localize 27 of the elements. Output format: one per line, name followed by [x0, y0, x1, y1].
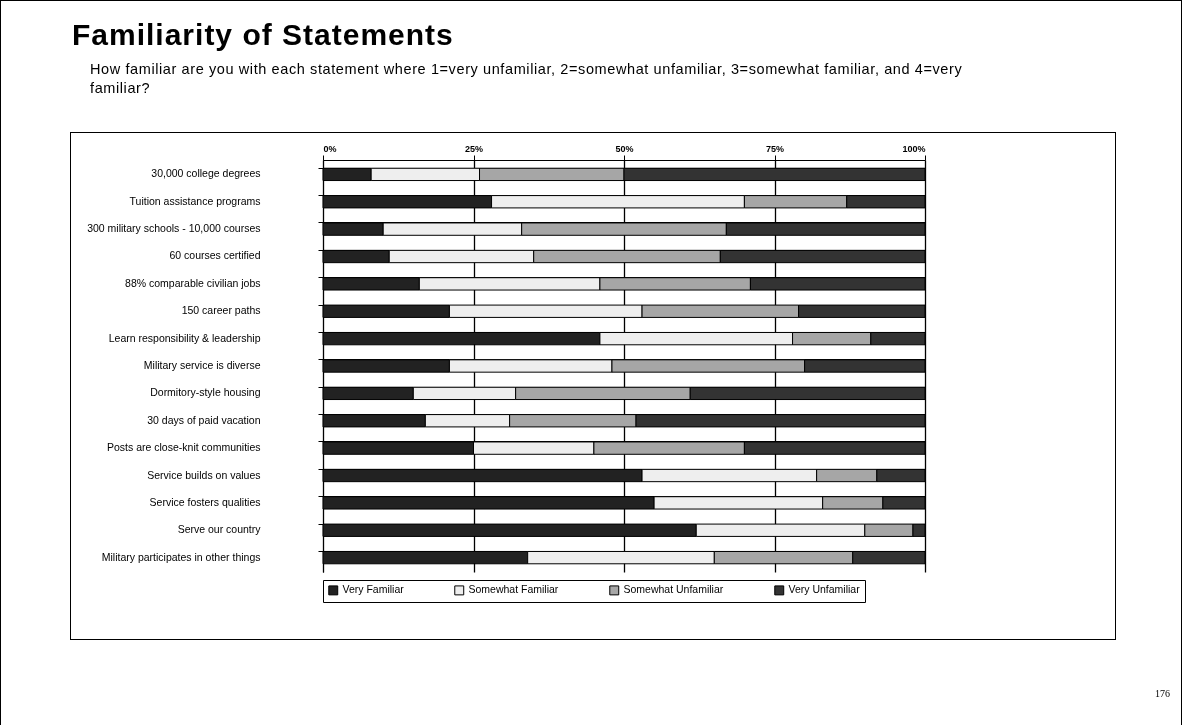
y-tick-label: Dormitory-style housing [150, 386, 261, 399]
y-tick-label: 300 military schools - 10,000 courses [87, 222, 261, 235]
legend-label: Somewhat Familiar [468, 583, 559, 596]
legend-label: Very Familiar [342, 583, 405, 596]
x-tick-label: 0% [323, 143, 337, 154]
y-tick-label: Posts are close-knit communities [107, 441, 261, 454]
y-tick-label: 30 days of paid vacation [147, 413, 261, 426]
legend-label: Somewhat Unfamiliar [623, 583, 724, 596]
x-tick-label: 75% [765, 143, 785, 154]
y-tick-label: 60 courses certified [169, 249, 261, 262]
y-tick-label: Service builds on values [147, 468, 261, 481]
chart-subtitle: How familiar are you with each statement where 1=very unfamiliar, 2=somewhat unfamiliar, 3=somewhat familiar, and 4=very familiar? [90, 60, 964, 98]
y-tick-label: 30,000 college degrees [151, 167, 261, 180]
y-tick-label: Serve our country [177, 523, 262, 536]
y-tick-label: 88% comparable civilian jobs [125, 276, 261, 289]
y-tick-label: Military service is diverse [143, 359, 261, 371]
y-tick-label: Service fosters qualities [149, 495, 261, 508]
x-tick-label: 25% [464, 143, 484, 154]
y-tick-label: Tuition assistance programs [129, 194, 261, 207]
chart-title: Familiarity of Statements [72, 18, 454, 52]
text: 176 [1155, 688, 1170, 699]
y-tick-label: 150 career paths [181, 304, 261, 317]
y-tick-label: Military participates in other things [101, 550, 261, 563]
x-tick-label: 50% [615, 143, 634, 154]
x-tick-label: 100% [902, 143, 926, 154]
y-tick-label: Learn responsibility & leadership [108, 331, 261, 344]
legend-label: Very Unfamiliar [788, 583, 861, 596]
